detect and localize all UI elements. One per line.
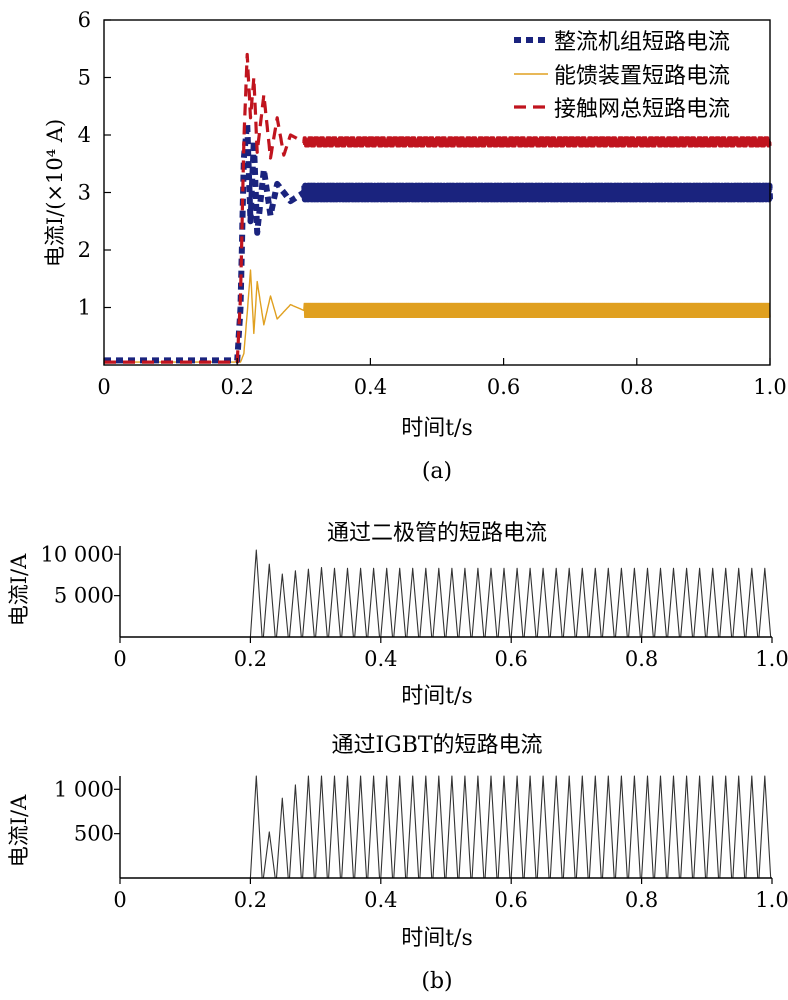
legend-item: 整流机组短路电流	[514, 30, 730, 55]
legend-item: 接触网总短路电流	[514, 97, 730, 122]
x-tick-label: 0.2	[234, 647, 267, 671]
x-tick-label: 0	[97, 375, 110, 399]
x-axis-label: 时间t/s	[401, 926, 473, 951]
y-tick-label: 3	[78, 181, 91, 205]
x-axis: 0 0.2 0.4 0.6 0.8 1.0	[97, 358, 787, 399]
x-tick-label: 0.8	[620, 375, 653, 399]
y-axis-label: 电流I/(×10⁴ A)	[43, 119, 67, 267]
x-tick-label: 0	[113, 888, 126, 912]
x-tick-label: 0.8	[625, 888, 658, 912]
legend-item: 能馈装置短路电流	[514, 64, 730, 89]
x-tick-label: 0.2	[220, 375, 253, 399]
legend-label: 整流机组短路电流	[554, 30, 730, 55]
y-axis-label: 电流I/A	[7, 794, 31, 867]
y-tick-label: 4	[78, 123, 91, 147]
legend: 整流机组短路电流 能馈装置短路电流 接触网总短路电流	[514, 30, 730, 122]
x-axis-label: 时间t/s	[401, 684, 473, 709]
y-tick-label: 1 000	[54, 777, 114, 801]
y-axis: 1 2 3 4 5 6	[78, 8, 111, 320]
y-tick-label: 6	[78, 8, 91, 32]
legend-label: 接触网总短路电流	[554, 97, 730, 122]
series-line	[102, 52, 772, 364]
panel-b-igbt-chart: 通过IGBT的短路电流 0 0.2 0.4 0.6 0.8 1.0 500 1 000 时间…	[7, 733, 788, 994]
x-tick-label: 0.4	[364, 647, 397, 671]
y-axis: 5 000 10 000	[41, 542, 120, 608]
y-tick-label: 1	[78, 296, 91, 320]
y-tick-label: 10 000	[41, 542, 114, 566]
x-tick-label: 0.6	[494, 888, 527, 912]
series-line	[120, 775, 772, 879]
chart-title: 通过IGBT的短路电流	[331, 733, 542, 758]
panel-a-chart: 0 0.2 0.4 0.6 0.8 1.0 1 2 3 4 5 6 时间t/s 电流I/(×10⁴ …	[43, 8, 787, 484]
x-axis: 0 0.2 0.4 0.6 0.8 1.0	[113, 637, 788, 671]
x-tick-label: 1.0	[753, 375, 786, 399]
chart-title: 通过二极管的短路电流	[327, 521, 547, 546]
panel-b-caption: (b)	[421, 969, 452, 994]
y-tick-label: 2	[78, 238, 91, 262]
series-line	[101, 120, 773, 364]
y-tick-label: 5 000	[54, 584, 114, 608]
x-axis-label: 时间t/s	[401, 416, 473, 441]
x-tick-label: 0.2	[234, 888, 267, 912]
series-group	[101, 52, 773, 364]
legend-label: 能馈装置短路电流	[554, 64, 730, 89]
y-axis-label: 电流I/A	[7, 553, 31, 626]
x-tick-label: 0.8	[625, 647, 658, 671]
x-tick-label: 0.4	[364, 888, 397, 912]
x-tick-label: 0.4	[354, 375, 387, 399]
x-tick-label: 0.6	[494, 647, 527, 671]
series-group	[120, 549, 772, 638]
x-axis: 0 0.2 0.4 0.6 0.8 1.0	[113, 878, 788, 912]
series-line	[120, 549, 772, 638]
x-tick-label: 1.0	[755, 647, 788, 671]
x-tick-label: 0.6	[487, 375, 520, 399]
y-tick-label: 5	[78, 66, 91, 90]
y-axis: 500 1 000	[54, 777, 120, 846]
series-group	[120, 775, 772, 879]
x-tick-label: 1.0	[755, 888, 788, 912]
panel-a-caption: (a)	[422, 459, 452, 484]
series-line	[103, 269, 771, 363]
y-tick-label: 500	[74, 822, 114, 846]
x-tick-label: 0	[113, 647, 126, 671]
